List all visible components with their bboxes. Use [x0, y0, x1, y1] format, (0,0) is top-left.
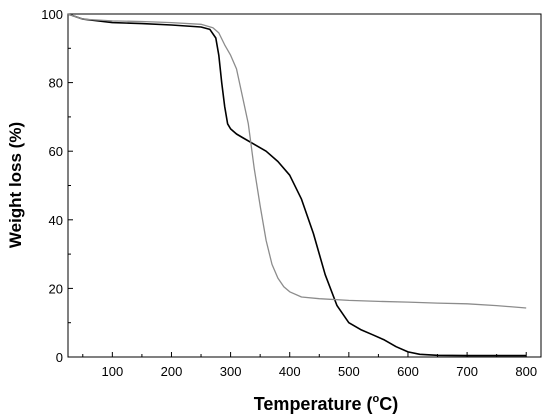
x-tick-label: 200 — [161, 364, 183, 379]
series-layer — [67, 13, 527, 357]
plot-frame — [67, 13, 542, 358]
x-tick-label: 700 — [456, 364, 478, 379]
x-axis-title-unit-open: ( — [366, 394, 372, 414]
x-tick-label: 600 — [397, 364, 419, 379]
y-tick-label: 20 — [49, 281, 63, 296]
x-tick-label: 800 — [515, 364, 537, 379]
series-2-line — [67, 13, 527, 309]
x-axis-ticks: 100 200 300 400 500 600 700 800 — [82, 352, 537, 379]
x-tick-label: 400 — [279, 364, 301, 379]
y-tick-label: 60 — [49, 144, 63, 159]
x-tick-label: 100 — [101, 364, 123, 379]
x-axis-title: Temperature (oC) — [254, 393, 398, 414]
x-axis-title-unit-close: C) — [379, 394, 398, 414]
y-tick-label: 40 — [49, 213, 63, 228]
x-axis-title-unit-degree: o — [372, 393, 379, 405]
y-tick-label: 80 — [49, 76, 63, 91]
y-axis-title: Weight loss (%) — [6, 122, 25, 248]
y-tick-label: 0 — [56, 350, 63, 365]
y-tick-label: 100 — [41, 7, 63, 22]
y-axis-ticks: 0 20 40 60 80 100 — [41, 7, 73, 365]
x-tick-label: 300 — [220, 364, 242, 379]
x-tick-label: 500 — [338, 364, 360, 379]
x-axis-title-text: Temperature — [254, 394, 362, 414]
series-1-line — [67, 13, 527, 357]
